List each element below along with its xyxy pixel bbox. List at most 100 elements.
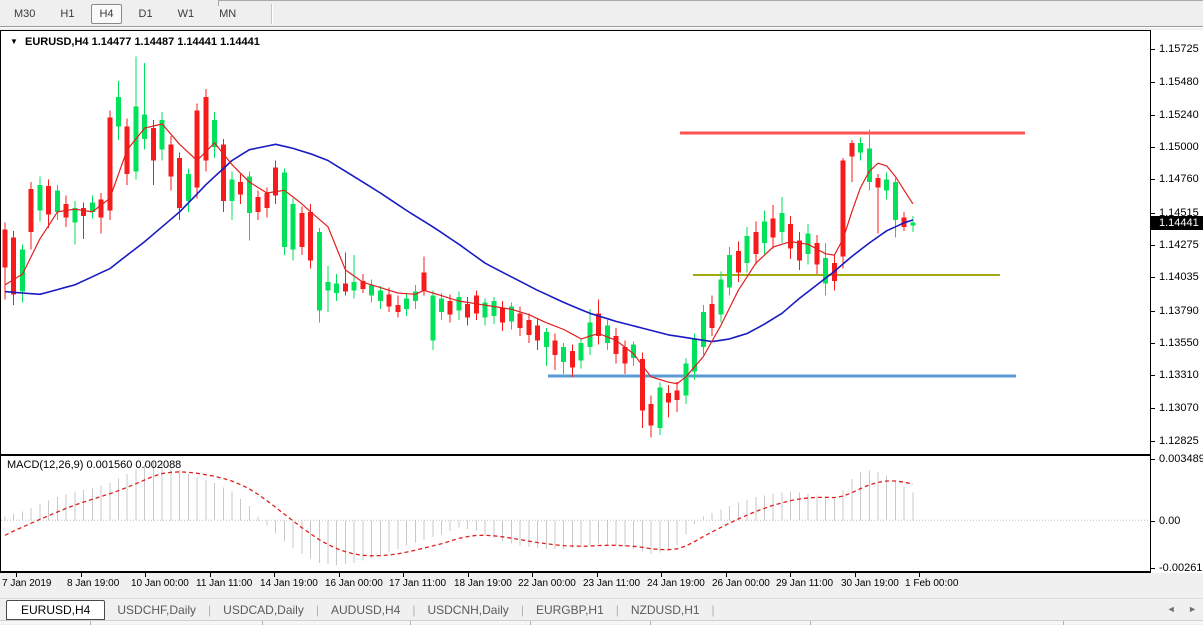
price-label-1.15000: 1.15000 bbox=[1159, 141, 1199, 153]
status-divider bbox=[90, 621, 91, 625]
time-tick bbox=[145, 573, 146, 577]
tab-scroll-arrows: ◄ ► bbox=[1157, 604, 1197, 614]
time-label: 16 Jan 00:00 bbox=[325, 578, 383, 589]
chart-title: ▼ EURUSD,H4 1.14477 1.14487 1.14441 1.14… bbox=[10, 36, 260, 48]
symbol-dropdown-icon[interactable]: ▼ bbox=[10, 37, 18, 46]
hlines-layer bbox=[548, 131, 1025, 378]
macd-canvas[interactable] bbox=[1, 456, 1150, 571]
time-tick bbox=[597, 573, 598, 577]
toolbar-top-divider bbox=[218, 0, 1203, 1]
tab-separator: | bbox=[412, 603, 416, 617]
time-label: 10 Jan 00:00 bbox=[131, 578, 189, 589]
price-label-1.14275: 1.14275 bbox=[1159, 239, 1199, 251]
chart-title-ohlc: 1.14477 1.14487 1.14441 1.14441 bbox=[91, 36, 260, 48]
price-label-1.12825-tick bbox=[1151, 441, 1155, 442]
price-label-1.13550-tick bbox=[1151, 343, 1155, 344]
price-label-1.13310: 1.13310 bbox=[1159, 369, 1199, 382]
timeframe-button-D1[interactable]: D1 bbox=[138, 8, 153, 20]
status-divider bbox=[530, 621, 531, 625]
macd-label-0.00-tick bbox=[1151, 521, 1155, 523]
timeframe-button-H1[interactable]: H1 bbox=[60, 8, 75, 20]
price-label-1.15240-tick bbox=[1151, 114, 1155, 116]
tab-separator: | bbox=[315, 603, 319, 617]
time-tick bbox=[532, 573, 533, 577]
price-label-1.13790-tick bbox=[1151, 310, 1155, 312]
time-tick bbox=[790, 573, 791, 577]
time-label: 18 Jan 19:00 bbox=[454, 578, 512, 589]
price-label-1.15725: 1.15725 bbox=[1159, 43, 1199, 55]
time-tick bbox=[274, 573, 275, 577]
moving-average bbox=[4, 143, 914, 343]
status-divider bbox=[410, 621, 411, 625]
time-label: 23 Jan 11:00 bbox=[583, 578, 641, 589]
price-label-1.13550: 1.13550 bbox=[1159, 337, 1199, 349]
price-label-1.14035: 1.14035 bbox=[1159, 271, 1199, 284]
time-axis[interactable]: 7 Jan 2019 8 Jan 19:00 10 Jan 00:00 11 Jan … bbox=[0, 573, 1151, 595]
price-label-1.14515-tick bbox=[1151, 212, 1155, 214]
time-tick bbox=[81, 573, 82, 577]
time-label: 24 Jan 19:00 bbox=[647, 578, 705, 589]
price-label-1.13070: 1.13070 bbox=[1159, 401, 1199, 414]
price-label-1.14035-tick bbox=[1151, 277, 1155, 279]
price-label-1.12825: 1.12825 bbox=[1159, 435, 1199, 447]
toolbar-bottom-highlight bbox=[0, 27, 1203, 28]
time-tick bbox=[210, 573, 211, 577]
moving-average bbox=[4, 123, 914, 385]
chart-canvas[interactable] bbox=[1, 31, 1150, 454]
tab-separator: | bbox=[208, 603, 212, 617]
macd-panel[interactable]: MACD(12,26,9) 0.001560 0.002088 bbox=[0, 455, 1151, 573]
tab-eurgbp-h1[interactable]: EURGBP,H1 bbox=[535, 603, 604, 617]
timeframe-button-M30[interactable]: M30 bbox=[14, 8, 36, 20]
tab-scroll-right-icon[interactable]: ► bbox=[1188, 604, 1197, 614]
time-tick bbox=[919, 573, 920, 577]
timeframe-button-MN[interactable]: MN bbox=[219, 8, 237, 20]
time-label: 26 Jan 00:00 bbox=[712, 578, 770, 589]
tab-nzdusd-h1[interactable]: NZDUSD,H1 bbox=[630, 603, 700, 617]
price-label-1.14760: 1.14760 bbox=[1159, 173, 1199, 186]
toolbar-separator bbox=[271, 4, 274, 24]
time-tick bbox=[468, 573, 469, 577]
tab-eurusd-h4[interactable]: EURUSD,H4 bbox=[6, 600, 106, 620]
price-label-1.15000-tick bbox=[1151, 147, 1155, 148]
main-chart-panel[interactable]: ▼ EURUSD,H4 1.14477 1.14487 1.14441 1.14… bbox=[0, 30, 1151, 455]
price-label-1.14275-tick bbox=[1151, 245, 1155, 246]
price-label-1.15480-tick bbox=[1151, 82, 1155, 84]
macd-histogram bbox=[4, 461, 914, 565]
tab-usdcnh-daily[interactable]: USDCNH,Daily bbox=[427, 603, 509, 617]
tab-audusd-h4[interactable]: AUDUSD,H4 bbox=[330, 603, 401, 617]
tab-usdchf-daily[interactable]: USDCHF,Daily bbox=[117, 603, 197, 617]
price-axis[interactable]: 1.14441 1.15725 1.15480 1.15240 1.15000 1.14… bbox=[1151, 30, 1203, 574]
status-divider bbox=[262, 621, 263, 625]
macd-label-0.00: 0.00 bbox=[1159, 515, 1181, 528]
toolbar-bottom-rule bbox=[0, 26, 1203, 27]
tab-usdcad-daily[interactable]: USDCAD,Daily bbox=[223, 603, 304, 617]
time-label: 22 Jan 00:00 bbox=[518, 578, 576, 589]
time-label: 30 Jan 19:00 bbox=[841, 578, 899, 589]
chart-title-symbol: EURUSD,H4 bbox=[24, 36, 89, 48]
current-price-tag: 1.14441 bbox=[1151, 215, 1203, 230]
time-tick bbox=[339, 573, 340, 577]
price-label-1.13070-tick bbox=[1151, 407, 1155, 409]
timeframe-button-W1[interactable]: W1 bbox=[177, 8, 195, 20]
time-tick bbox=[403, 573, 404, 577]
price-label-1.13790: 1.13790 bbox=[1159, 304, 1199, 317]
macd-indicator-label: MACD(12,26,9) 0.001560 0.002088 bbox=[7, 459, 181, 471]
status-divider bbox=[1063, 621, 1064, 625]
tab-separator: | bbox=[711, 603, 715, 617]
macd-values: 0.001560 0.002088 bbox=[86, 459, 182, 471]
price-label-1.14515: 1.14515 bbox=[1159, 206, 1199, 219]
macd-label-0.003489-tick bbox=[1151, 459, 1155, 460]
time-label: 8 Jan 19:00 bbox=[67, 578, 120, 589]
timeframe-button-H4[interactable]: H4 bbox=[91, 4, 122, 24]
time-tick bbox=[661, 573, 662, 577]
time-tick bbox=[726, 573, 727, 577]
time-label: 14 Jan 19:00 bbox=[260, 578, 318, 589]
price-label-1.15480: 1.15480 bbox=[1159, 76, 1199, 89]
time-label: 1 Feb 00:00 bbox=[905, 578, 959, 589]
tab-scroll-left-icon[interactable]: ◄ bbox=[1166, 604, 1176, 614]
macd-signal-line bbox=[4, 471, 914, 557]
time-label: 11 Jan 11:00 bbox=[196, 578, 253, 589]
time-tick bbox=[16, 573, 17, 577]
